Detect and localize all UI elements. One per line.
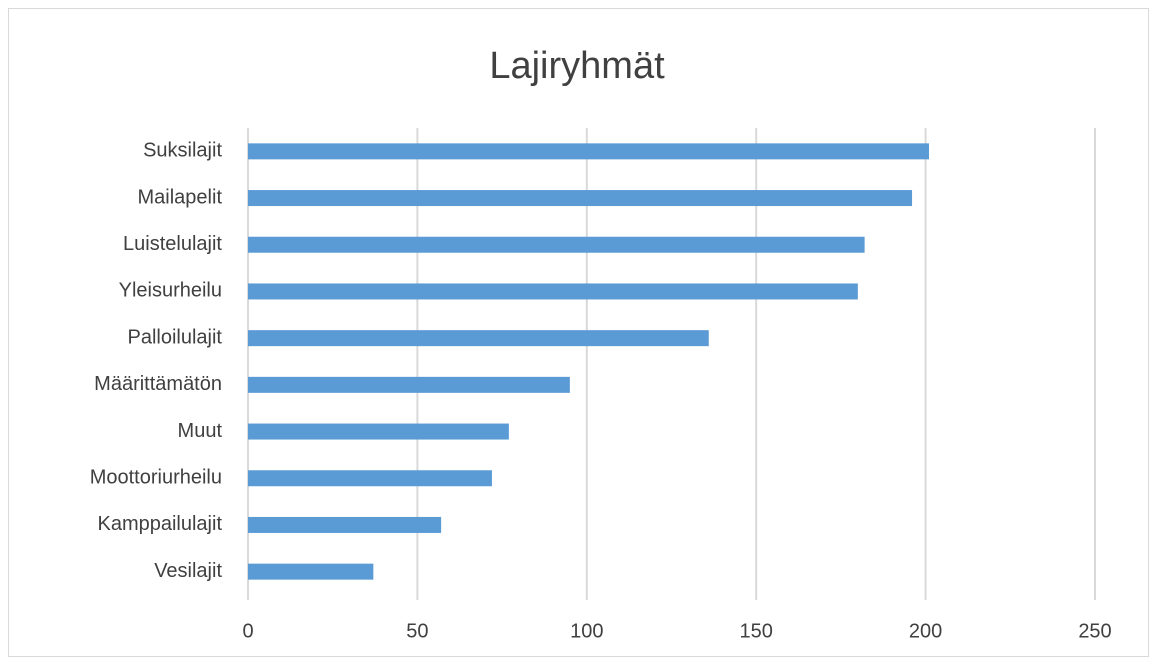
x-tick-label: 0 [242,620,253,642]
x-tick-label: 100 [570,620,603,642]
y-tick-label: Muut [178,420,223,442]
bar [248,470,492,487]
bar [248,563,374,580]
x-tick-label: 200 [909,620,942,642]
bar [248,423,509,440]
y-tick-label: Määrittämätön [94,373,222,395]
bar [248,143,929,160]
x-tick-label: 150 [740,620,773,642]
y-tick-label: Kamppailulajit [97,513,222,535]
y-tick-label: Moottoriurheilu [90,467,222,489]
x-tick-label: 50 [406,620,428,642]
bar [248,190,913,207]
y-tick-label: Vesilajit [154,560,222,582]
y-tick-label: Suksilajit [143,140,222,162]
bar [248,236,865,253]
x-tick-label: 250 [1078,620,1111,642]
bar [248,376,570,393]
y-tick-label: Luistelulajit [123,233,222,255]
bar [248,283,858,300]
y-tick-label: Palloilulajit [128,326,223,348]
chart-title: Lajiryhmät [489,45,665,87]
y-tick-label: Mailapelit [138,186,223,208]
bar [248,330,709,347]
bar [248,516,442,533]
y-tick-label: Yleisurheilu [119,280,222,302]
